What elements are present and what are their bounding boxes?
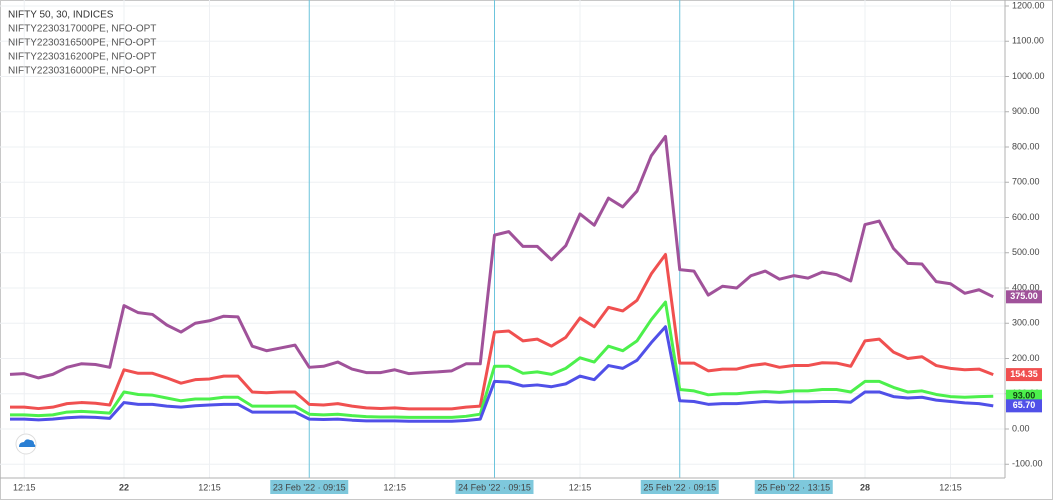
legend-entry: NIFTY2230317000PE, NFO-OPT: [8, 24, 156, 35]
last-value-box: [1006, 290, 1042, 304]
y-tick-label: 200.00: [1012, 353, 1040, 363]
plot: [9, 134, 994, 423]
y-tick-label: 500.00: [1012, 247, 1040, 257]
x-tick-label: 23 Feb '22 · 09:15: [273, 482, 346, 492]
x-tick-label: 28: [860, 482, 870, 492]
legend: NIFTY 50, 30, INDICES NIFTY2230317000PE,…: [8, 10, 156, 77]
x-tick-label: 25 Feb '22 · 13:15: [757, 482, 830, 492]
cloud-shape: [19, 439, 36, 447]
legend-entry: NIFTY2230316000PE, NFO-OPT: [8, 66, 156, 77]
last-value-label: 154.35: [1010, 369, 1038, 379]
series-line: [9, 134, 994, 380]
x-tick-label: 12:15: [939, 482, 962, 492]
y-tick-label: -100.00: [1012, 459, 1043, 469]
y-tick-label: 600.00: [1012, 212, 1040, 222]
x-tick-label: 12:15: [13, 482, 36, 492]
x-tick-label: 24 Feb '22 · 09:15: [458, 482, 531, 492]
cloud-icon[interactable]: [15, 433, 37, 455]
grid: [0, 0, 1005, 478]
x-tick-label: 12:15: [569, 482, 592, 492]
chart-title: NIFTY 50, 30, INDICES: [8, 10, 114, 21]
y-tick-label: 0.00: [1012, 423, 1030, 433]
x-label-highlight: [640, 480, 719, 494]
x-label-highlight: [754, 480, 833, 494]
x-label-highlight: [270, 480, 349, 494]
axes: -100.000.00100.00200.00300.00400.00500.0…: [13, 0, 1045, 494]
x-tick-label: 12:15: [198, 482, 221, 492]
legend-entry: NIFTY2230316200PE, NFO-OPT: [8, 52, 156, 63]
last-value-label: 93.00: [1013, 391, 1036, 401]
y-tick-label: 700.00: [1012, 177, 1040, 187]
series-line: [10, 253, 994, 411]
last-value-label: 65.70: [1013, 400, 1036, 410]
y-tick-label: 1200.00: [1012, 0, 1045, 10]
y-tick-label: 900.00: [1012, 106, 1040, 116]
x-tick-label: 12:15: [383, 482, 406, 492]
x-label-highlight: [455, 480, 534, 494]
y-tick-label: 300.00: [1012, 318, 1040, 328]
x-tick-label: 25 Feb '22 · 09:15: [643, 482, 716, 492]
last-value-box: [1006, 368, 1042, 382]
y-tick-label: 400.00: [1012, 282, 1040, 292]
y-tick-label: 800.00: [1012, 141, 1040, 151]
series-line: [10, 300, 994, 419]
y-tick-label: 1100.00: [1012, 36, 1044, 46]
y-tick-label: 1000.00: [1012, 71, 1045, 81]
last-value-label: 375.00: [1010, 291, 1038, 301]
legend-entry: NIFTY2230316500PE, NFO-OPT: [8, 38, 156, 49]
x-tick-label: 22: [119, 482, 129, 492]
last-value-box: [1006, 399, 1042, 413]
series-line: [10, 325, 994, 423]
